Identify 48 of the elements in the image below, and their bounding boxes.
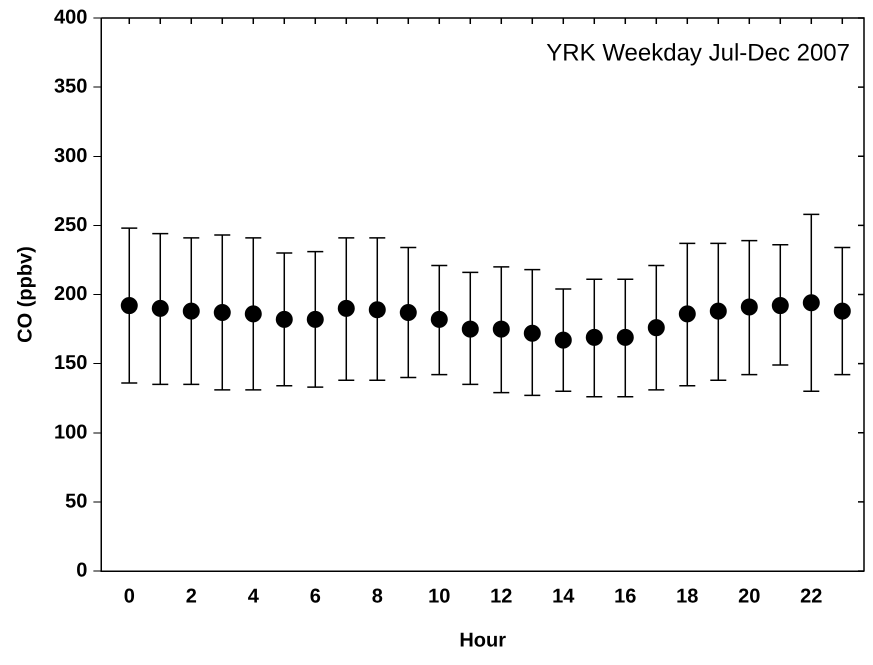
point [338, 300, 355, 317]
point [710, 302, 727, 320]
x-tick-label: 6 [310, 586, 321, 608]
y-tick-label: 250 [54, 214, 88, 236]
point [648, 319, 665, 336]
annotation: YRK Weekday Jul-Dec 2007 [546, 40, 850, 67]
x-tick-label: 0 [124, 586, 135, 608]
y-axis-title: CO (ppbv) [14, 246, 37, 343]
point [524, 324, 541, 342]
point [276, 310, 293, 328]
point [616, 328, 634, 346]
y-tick-label: 150 [54, 352, 88, 374]
x-tick-label: 20 [738, 586, 760, 608]
point [678, 305, 696, 322]
x-tick-label: 14 [552, 586, 576, 608]
point [214, 304, 231, 321]
x-tick-label: 2 [186, 586, 197, 608]
x-tick-label: 12 [490, 586, 512, 608]
point [400, 304, 417, 321]
x-tick-label: 16 [614, 586, 636, 608]
x-tick-label: 10 [428, 586, 450, 608]
y-tick-label: 200 [54, 283, 88, 306]
x-axis-title: Hour [459, 630, 506, 652]
point [368, 301, 386, 318]
y-tick-label: 0 [76, 560, 88, 582]
y-tick-label: 300 [54, 144, 88, 167]
point [740, 298, 758, 316]
y-tick-label: 100 [54, 421, 88, 444]
point [834, 302, 851, 320]
point [182, 302, 200, 320]
point [772, 297, 789, 314]
point [554, 332, 572, 349]
point [120, 297, 138, 314]
y-tick-label: 350 [54, 76, 88, 98]
y-tick-label: 400 [54, 6, 88, 29]
point [462, 320, 479, 338]
y-tick-label: 50 [65, 490, 88, 512]
x-tick-label: 8 [372, 586, 383, 608]
x-tick-label: 18 [676, 586, 698, 608]
point [152, 300, 169, 317]
point [430, 310, 448, 328]
point [244, 305, 262, 322]
point [586, 328, 603, 346]
x-tick-label: 22 [800, 586, 822, 608]
x-tick-label: 4 [248, 586, 260, 608]
point [492, 320, 510, 338]
point [802, 294, 820, 312]
point [306, 310, 324, 328]
